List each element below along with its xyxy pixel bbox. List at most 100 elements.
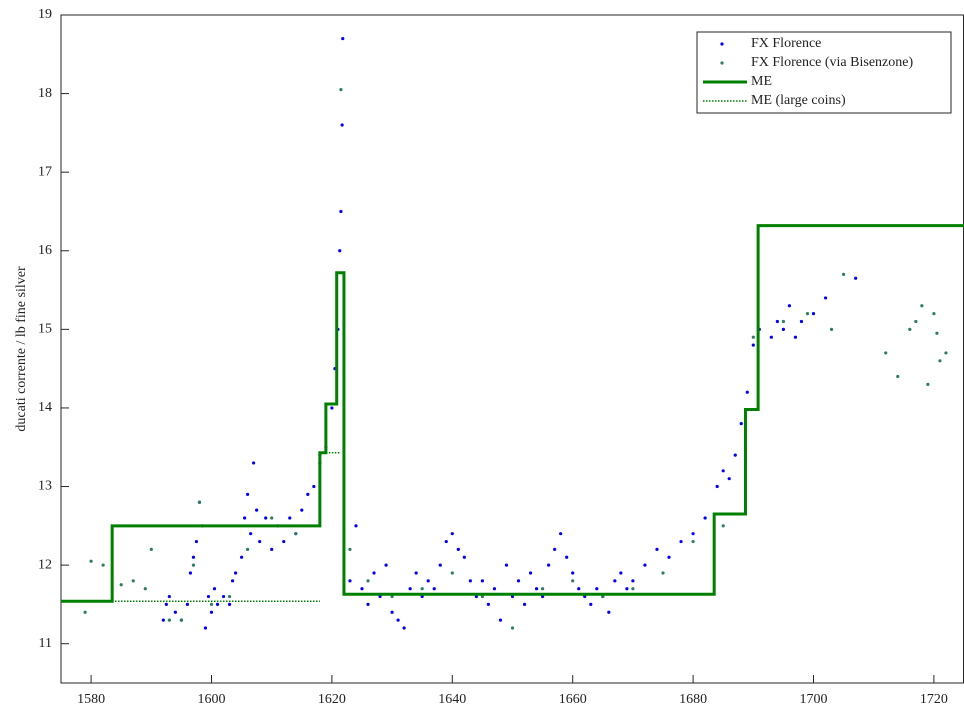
data-point: [252, 461, 256, 465]
data-point: [83, 610, 87, 614]
data-point: [553, 547, 557, 552]
data-point: [842, 272, 846, 276]
data-point: [270, 516, 274, 520]
data-point: [914, 319, 918, 324]
legend-label: ME: [751, 74, 772, 89]
data-point: [932, 312, 936, 316]
data-point: [300, 508, 304, 512]
data-point: [255, 508, 259, 512]
data-point: [595, 587, 599, 591]
data-point: [751, 335, 755, 339]
data-point: [631, 587, 635, 591]
data-point: [221, 594, 226, 599]
x-tick-label: 1700: [800, 692, 828, 707]
y-axis-label: ducati corrente / lb fine silver: [14, 266, 29, 432]
y-tick-label: 11: [39, 636, 52, 651]
data-point: [655, 547, 659, 552]
data-point: [312, 484, 316, 489]
y-tick-label: 13: [38, 479, 52, 494]
data-point: [306, 492, 310, 496]
data-point: [438, 563, 442, 567]
data-point: [246, 492, 250, 496]
data-point: [294, 532, 298, 536]
y-tick-label: 12: [38, 557, 52, 572]
data-point: [667, 555, 671, 559]
data-point: [233, 571, 238, 575]
data-point: [264, 516, 268, 520]
data-point: [510, 626, 515, 630]
step-line: [61, 451, 341, 603]
x-tick-label: 1580: [77, 692, 105, 707]
data-point: [805, 312, 810, 316]
data-point: [751, 343, 755, 347]
data-point: [444, 539, 448, 544]
data-point: [799, 319, 804, 324]
y-tick-label: 18: [38, 86, 52, 101]
data-point: [583, 594, 587, 599]
data-point: [378, 594, 382, 599]
legend-marker: [720, 42, 724, 46]
data-point: [339, 88, 343, 92]
data-point: [131, 579, 135, 583]
y-tick-label: 14: [38, 400, 52, 415]
data-point: [450, 571, 454, 575]
data-point: [745, 390, 749, 394]
legend-box: [696, 31, 952, 114]
data-point: [541, 587, 545, 591]
data-point: [339, 209, 343, 214]
data-point: [823, 296, 828, 300]
data-point: [468, 579, 472, 583]
legend-label: FX Florence: [751, 36, 821, 51]
data-point: [330, 406, 334, 410]
x-tick-label: 1660: [559, 692, 587, 707]
data-point: [769, 335, 773, 339]
data-point: [89, 559, 93, 563]
data-point: [884, 351, 888, 355]
data-point: [360, 587, 364, 591]
data-point: [625, 587, 629, 591]
data-point: [212, 587, 217, 591]
data-point: [619, 571, 623, 575]
data-point: [402, 626, 406, 630]
data-point: [492, 587, 497, 591]
data-point: [167, 594, 171, 599]
data-point: [739, 422, 743, 426]
data-point: [426, 579, 430, 583]
data-point: [366, 602, 370, 607]
data-point: [601, 594, 605, 599]
data-point: [691, 539, 695, 544]
data-point: [486, 602, 491, 607]
data-point: [390, 610, 394, 614]
data-point: [366, 579, 370, 583]
data-point: [793, 335, 798, 339]
y-tick-label: 17: [38, 164, 52, 179]
data-point: [896, 374, 900, 379]
x-tick-label: 1620: [318, 692, 346, 707]
legend-marker: [720, 61, 724, 65]
x-tick-label: 1720: [920, 692, 948, 707]
data-point: [727, 477, 731, 481]
y-tick-label: 19: [38, 7, 52, 22]
data-point: [338, 249, 342, 253]
data-point: [414, 571, 418, 575]
data-point: [541, 594, 545, 599]
data-point: [559, 532, 563, 536]
data-point: [206, 594, 211, 599]
data-point: [420, 594, 424, 599]
data-point: [384, 563, 388, 567]
data-point: [249, 532, 253, 536]
data-point: [227, 594, 232, 599]
data-point: [577, 587, 581, 591]
legend-label: FX Florence (via Bisenzone): [751, 55, 913, 70]
x-tick-label: 1680: [679, 692, 707, 707]
data-point: [781, 327, 786, 331]
data-point: [173, 610, 177, 614]
data-point: [209, 602, 214, 607]
data-point: [944, 351, 948, 355]
y-tick-label: 16: [38, 243, 52, 258]
data-point: [179, 618, 183, 622]
data-point: [340, 123, 344, 127]
data-point: [456, 547, 460, 552]
data-point: [643, 563, 647, 567]
